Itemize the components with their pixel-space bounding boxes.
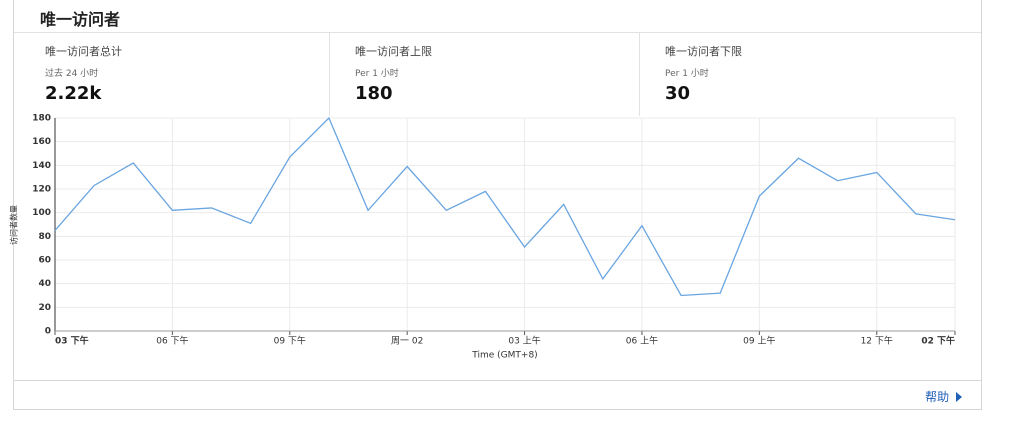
stat-sublabel: Per 1 小时 bbox=[355, 69, 399, 79]
stat-value: 180 bbox=[355, 83, 393, 104]
stat-label: 唯一访问者总计 bbox=[45, 45, 122, 58]
card: 唯一访问者 唯一访问者总计 过去 24 小时 2.22k 唯一访问者上限 Per… bbox=[13, 0, 982, 410]
stat-sublabel: Per 1 小时 bbox=[665, 69, 709, 79]
y-tick-label: 80 bbox=[38, 232, 51, 242]
x-tick-label: 03 下午 bbox=[55, 335, 89, 347]
divider bbox=[14, 380, 981, 381]
y-tick-label: 140 bbox=[32, 161, 51, 171]
x-tick-label: 03 上午 bbox=[508, 335, 540, 347]
divider bbox=[14, 32, 981, 33]
x-tick-label: 09 下午 bbox=[274, 335, 306, 347]
help-text[interactable]: 帮助 bbox=[925, 390, 950, 404]
x-tick-label: 12 下午 bbox=[861, 335, 893, 347]
stat: 唯一访问者下限 Per 1 小时 30 bbox=[640, 33, 950, 116]
help-arrow[interactable] bbox=[955, 392, 963, 402]
stat-sublabel: 过去 24 小时 bbox=[45, 69, 99, 79]
x-tick-label: 09 上午 bbox=[743, 335, 775, 347]
x-tick-label: 06 下午 bbox=[156, 335, 188, 347]
stat-label: 唯一访问者下限 bbox=[665, 45, 742, 58]
line bbox=[54, 116, 956, 297]
stat: 唯一访问者总计 过去 24 小时 2.22k bbox=[20, 33, 330, 116]
y-tick-label: 100 bbox=[32, 208, 51, 218]
y-tick-label: 160 bbox=[32, 137, 51, 147]
y-axis-label: 访问者数量 bbox=[9, 205, 19, 245]
x-tick-label: 周一 02 bbox=[391, 336, 423, 347]
y-tick-label: 60 bbox=[38, 256, 51, 266]
stat: 唯一访问者上限 Per 1 小时 180 bbox=[330, 33, 640, 116]
y-tick-label: 40 bbox=[38, 279, 51, 289]
y-tick-label: 0 bbox=[45, 327, 51, 337]
y-tick-label: 180 bbox=[32, 114, 51, 124]
x-tick-label: 02 下午 bbox=[921, 335, 955, 347]
y-tick-label: 20 bbox=[38, 303, 51, 313]
x-axis-label: Time (GMT+8) bbox=[471, 351, 537, 361]
x-tick-label: 06 上午 bbox=[626, 335, 658, 347]
stat-value: 2.22k bbox=[45, 83, 102, 104]
help-link[interactable]: 帮助 bbox=[925, 388, 963, 405]
stat-value: 30 bbox=[665, 83, 691, 104]
card-title: 唯一访问者 bbox=[40, 10, 121, 29]
y-tick-label: 120 bbox=[32, 185, 51, 195]
stat-label: 唯一访问者上限 bbox=[355, 45, 432, 58]
